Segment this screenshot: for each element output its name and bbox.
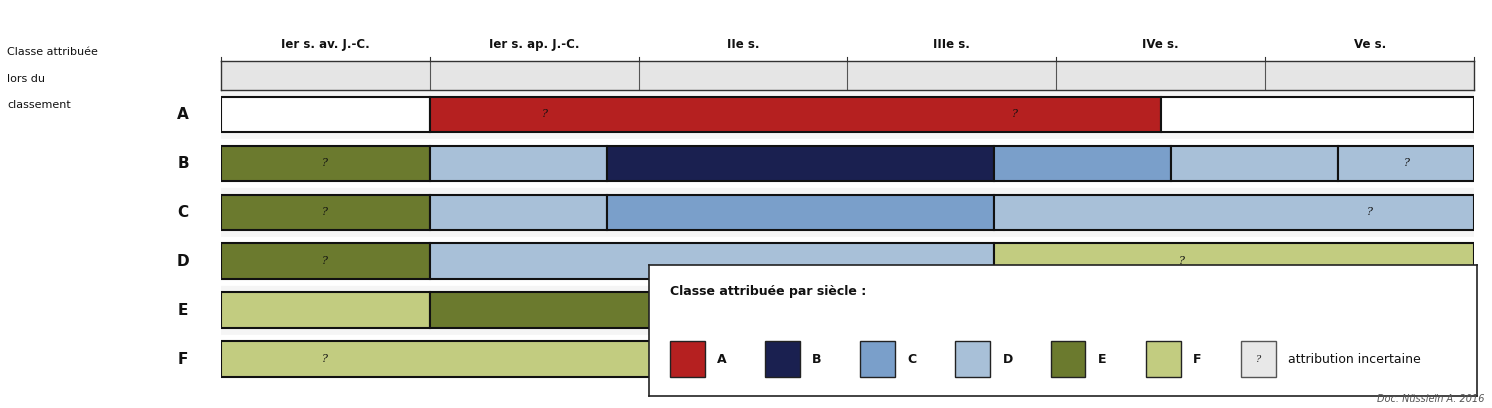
Bar — [994, 195, 1474, 230]
Text: classement: classement — [7, 100, 72, 110]
Text: D: D — [178, 254, 189, 268]
Text: IVe s.: IVe s. — [1143, 38, 1179, 51]
Bar — [221, 293, 430, 328]
Text: lors du: lors du — [7, 73, 45, 84]
Bar — [994, 293, 1474, 328]
Text: ?: ? — [1367, 207, 1373, 217]
Text: ?: ? — [1012, 109, 1018, 119]
Bar — [221, 341, 1474, 377]
Text: Classe attribuée par siècle :: Classe attribuée par siècle : — [670, 285, 865, 298]
Bar — [221, 188, 1474, 237]
Text: Ier s. ap. J.-C.: Ier s. ap. J.-C. — [489, 38, 579, 51]
Bar — [994, 146, 1171, 181]
Bar — [221, 90, 1474, 139]
Bar — [607, 195, 994, 230]
Text: Doc. Nüssleïn A. 2016: Doc. Nüssleïn A. 2016 — [1377, 394, 1485, 404]
Text: ?: ? — [1179, 256, 1185, 266]
Bar — [1171, 146, 1338, 181]
Bar — [1338, 146, 1474, 181]
Bar — [221, 335, 1474, 384]
Bar — [1241, 341, 1276, 377]
Bar — [221, 146, 430, 181]
Bar — [221, 97, 430, 132]
Text: ?: ? — [1404, 158, 1410, 168]
Text: B: B — [812, 353, 822, 366]
Bar — [221, 139, 1474, 188]
Text: F: F — [178, 352, 188, 366]
Text: C: C — [907, 353, 916, 366]
Text: IIe s.: IIe s. — [727, 38, 759, 51]
Text: ?: ? — [542, 109, 548, 119]
Bar — [1146, 341, 1180, 377]
Text: A: A — [178, 107, 189, 122]
Bar — [430, 293, 994, 328]
Bar — [861, 341, 895, 377]
Bar — [955, 341, 991, 377]
Text: B: B — [178, 156, 189, 171]
Bar — [430, 146, 607, 181]
Text: Ve s.: Ve s. — [1353, 38, 1386, 51]
Text: ?: ? — [1367, 305, 1373, 315]
Text: ?: ? — [322, 354, 328, 364]
Bar — [1050, 341, 1085, 377]
Text: ?: ? — [322, 207, 328, 217]
Text: Classe attribuée: Classe attribuée — [7, 47, 98, 57]
Bar — [607, 146, 994, 181]
Text: E: E — [178, 303, 188, 317]
Bar — [1161, 97, 1474, 132]
Bar — [430, 97, 1161, 132]
Bar — [221, 286, 1474, 335]
Bar — [221, 237, 1474, 286]
Text: Ier s. av. J.-C.: Ier s. av. J.-C. — [280, 38, 370, 51]
Bar — [221, 244, 430, 279]
Text: E: E — [1098, 353, 1107, 366]
Text: IIIe s.: IIIe s. — [934, 38, 970, 51]
Text: ?: ? — [322, 158, 328, 168]
Text: C: C — [178, 205, 189, 220]
Bar — [670, 341, 704, 377]
Text: A: A — [718, 353, 727, 366]
Text: F: F — [1194, 353, 1201, 366]
Text: D: D — [1003, 353, 1013, 366]
Bar — [994, 244, 1474, 279]
Text: attribution incertaine: attribution incertaine — [1288, 353, 1420, 366]
Text: ?: ? — [322, 256, 328, 266]
Bar — [430, 244, 994, 279]
Text: ?: ? — [1256, 355, 1261, 364]
Bar — [221, 195, 430, 230]
Bar — [430, 195, 607, 230]
Text: ?: ? — [1179, 305, 1185, 315]
Bar — [765, 341, 800, 377]
Text: ?: ? — [1367, 354, 1373, 364]
